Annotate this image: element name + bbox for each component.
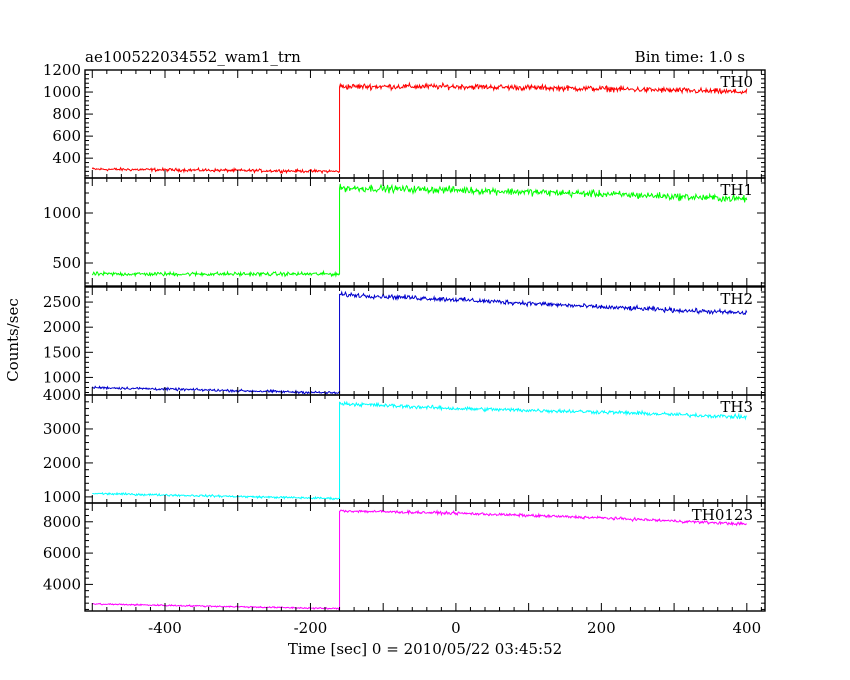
panel-th3: 1000 2000 3000 4000 TH3: [43, 386, 766, 506]
y-tick-label: 6000: [43, 544, 81, 562]
panel-th0123: 4000 6000 8000 TH0123: [43, 502, 766, 612]
y-tick-label: 2000: [43, 318, 81, 336]
y-tick-label: 400: [52, 149, 81, 167]
y-tick-label: 1000: [43, 204, 81, 222]
x-axis: -400 -200 0 200 400: [148, 619, 761, 637]
series-th3-line: [92, 400, 747, 501]
panel-frame: [84, 177, 766, 287]
y-tick-label: 1000: [43, 83, 81, 101]
bin-time-label: Bin time: 1.0 s: [635, 48, 745, 66]
panel-th2: 1000 1500 2000 2500 TH2: [43, 286, 766, 396]
panels-group: 400 600 800 1000 1200 TH0 500 1000 TH1 1000 1500 20…: [43, 61, 766, 612]
y-tick-label: 8000: [43, 513, 81, 531]
panel-label: TH2: [720, 290, 753, 308]
y-tick-label: 4000: [43, 575, 81, 593]
y-axis-label: Counts/sec: [4, 298, 22, 382]
series-th2-line: [91, 290, 748, 395]
y-tick-label: 600: [52, 127, 81, 145]
y-tick-label: 4000: [43, 386, 81, 404]
panel-frame: [84, 286, 766, 396]
y-tick-label: 800: [52, 105, 81, 123]
x-tick-label: -200: [294, 619, 328, 637]
y-tick-label: 1200: [43, 61, 81, 79]
y-tick-label: 500: [52, 254, 81, 272]
series-th0-line: [91, 81, 748, 175]
chart-title: ae100522034552_wam1_trn: [85, 48, 301, 66]
x-tick-label: -400: [148, 619, 182, 637]
panel-label: TH3: [720, 398, 753, 416]
panel-frame: [84, 502, 766, 612]
y-tick-label: 1000: [43, 368, 81, 386]
y-tick-label: 1500: [43, 343, 81, 361]
y-tick-label: 1000: [43, 488, 81, 506]
series-th0123-line: [91, 508, 747, 611]
series-th1-line: [91, 183, 748, 278]
y-tick-label: 2500: [43, 293, 81, 311]
panel-label: TH0: [720, 73, 753, 91]
panel-th0: 400 600 800 1000 1200 TH0: [43, 61, 766, 179]
x-tick-label: 400: [732, 619, 761, 637]
x-axis-label: Time [sec] 0 = 2010/05/22 03:45:52: [288, 640, 562, 658]
y-tick-label: 2000: [43, 454, 81, 472]
y-tick-label: 3000: [43, 420, 81, 438]
x-tick-label: 200: [587, 619, 616, 637]
panel-label: TH1: [720, 181, 753, 199]
panel-frame: [84, 394, 766, 504]
x-tick-label: 0: [451, 619, 461, 637]
panel-label: TH0123: [692, 506, 753, 524]
panel-th1: 500 1000 TH1: [43, 177, 766, 287]
